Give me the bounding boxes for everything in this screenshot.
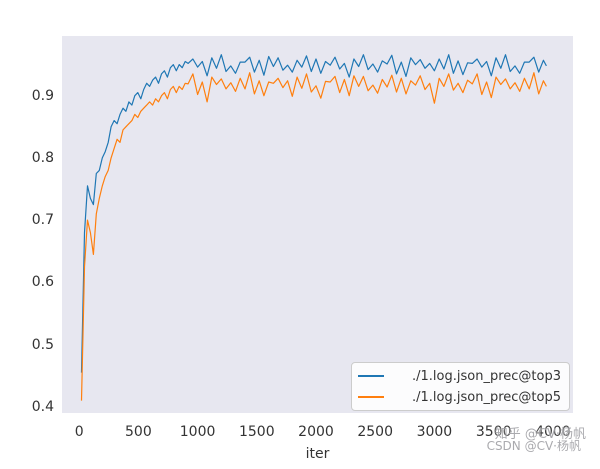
legend-entry-top5: ./1.log.json_prec@top5 — [358, 388, 561, 406]
x-tick-label: 2500 — [357, 424, 393, 440]
x-tick-label: 4000 — [535, 424, 571, 440]
x-tick-label: 3000 — [416, 424, 453, 440]
y-tick-label: 0.4 — [31, 398, 54, 415]
x-tick-label: 3500 — [475, 424, 512, 440]
legend-label-top3: ./1.log.json_prec@top3 — [412, 368, 561, 384]
x-tick-label: 2000 — [298, 424, 334, 440]
x-tick-label: 1500 — [238, 424, 275, 440]
watermark-zhihu: 知乎 @CV·杨帆 — [494, 427, 586, 442]
legend: ./1.log.json_prec@top3 ./1.log.json_prec… — [351, 362, 570, 411]
y-tick-label: 0.6 — [31, 274, 54, 291]
legend-line-swatch-top5 — [358, 396, 384, 398]
x-tick-label: 1000 — [179, 424, 216, 440]
y-tick-label: 0.9 — [31, 87, 54, 104]
x-axis-label: iter — [305, 446, 330, 462]
legend-line-swatch-top3 — [358, 375, 384, 377]
plot-area — [62, 36, 573, 413]
legend-label-top5: ./1.log.json_prec@top5 — [412, 389, 561, 405]
x-tick-label: 0 — [74, 424, 84, 440]
y-tick-label: 0.7 — [31, 212, 54, 229]
legend-entry-top3: ./1.log.json_prec@top3 — [358, 367, 561, 385]
watermark-csdn: CSDN @CV·杨帆 — [486, 439, 581, 453]
y-tick-label: 0.8 — [31, 149, 54, 166]
y-tick-label: 0.5 — [31, 336, 54, 353]
x-tick-label: 500 — [125, 424, 152, 440]
